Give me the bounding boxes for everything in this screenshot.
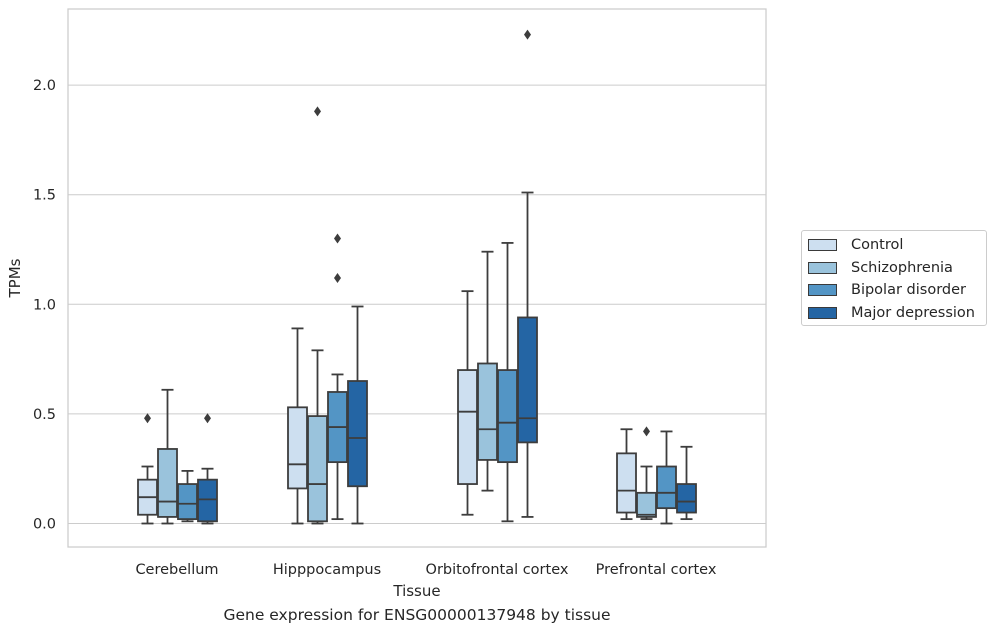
box-group (676, 445, 697, 521)
outlier-point (144, 413, 151, 424)
legend-swatch-major-depression (808, 307, 837, 319)
legend-swatch-schizophrenia (808, 262, 837, 274)
x-tick-label: Hipppocampus (273, 562, 381, 578)
y-tick-label: 1.5 (33, 188, 56, 204)
box (636, 491, 657, 518)
legend-item-major-depression: Major depression (808, 303, 975, 323)
box (307, 415, 328, 523)
outlier-point (334, 272, 341, 283)
y-tick-label: 2.0 (33, 78, 56, 94)
figure-caption: Gene expression for ENSG00000137948 by t… (223, 606, 611, 624)
y-tick-label: 0.5 (33, 407, 56, 423)
legend-label: Major depression (851, 305, 975, 321)
x-tick-label: Prefrontal cortex (596, 562, 717, 578)
box (676, 483, 697, 514)
y-tick-labels: 0.0 0.5 1.0 1.5 2.0 (33, 78, 56, 532)
box-group (457, 290, 478, 516)
legend-item-bipolar-disorder: Bipolar disorder (808, 280, 966, 300)
box (477, 362, 498, 461)
box (497, 369, 518, 464)
box-group (327, 233, 348, 521)
box-group (636, 426, 657, 521)
legend-label: Control (851, 237, 904, 253)
legend-item-schizophrenia: Schizophrenia (808, 258, 953, 278)
box-group (656, 430, 677, 525)
box-group (517, 29, 538, 518)
box-group (347, 305, 368, 525)
plot-frame (67, 8, 767, 548)
legend-label: Schizophrenia (851, 260, 953, 276)
outlier-point (643, 426, 650, 437)
box (157, 448, 178, 518)
box (177, 483, 198, 521)
box (616, 452, 637, 514)
x-tick-labels: Cerebellum Hipppocampus Orbitofrontal cort… (135, 562, 716, 578)
box-group (137, 413, 158, 525)
legend-item-control: Control (808, 235, 903, 255)
x-tick-label: Cerebellum (135, 562, 218, 578)
outlier-point (524, 29, 531, 40)
box (287, 406, 308, 490)
box-group (157, 388, 178, 525)
box-group (477, 250, 498, 492)
outlier-point (334, 233, 341, 244)
box-group (287, 327, 308, 525)
y-axis-label: TPMs (6, 258, 24, 298)
box (347, 380, 368, 488)
box (197, 478, 218, 523)
x-tick-label: Orbitofrontal cortex (426, 562, 569, 578)
outlier-point (204, 413, 211, 424)
box (517, 316, 538, 444)
legend-swatch-control (808, 239, 837, 251)
legend: Control Schizophrenia Bipolar disorder M… (801, 230, 987, 326)
box-group (177, 469, 198, 523)
box (656, 465, 677, 510)
box-group (197, 413, 218, 525)
boxes-layer (137, 29, 697, 525)
box-group (616, 428, 637, 521)
outlier-point (314, 106, 321, 117)
box (457, 369, 478, 485)
box-group (497, 242, 518, 523)
x-axis-label: Tissue (392, 582, 440, 600)
legend-swatch-bipolar-disorder (808, 284, 837, 296)
box-group (307, 106, 328, 525)
legend-label: Bipolar disorder (851, 282, 966, 298)
y-tick-label: 0.0 (33, 517, 56, 533)
gridlines (68, 84, 766, 524)
y-tick-label: 1.0 (33, 297, 56, 313)
